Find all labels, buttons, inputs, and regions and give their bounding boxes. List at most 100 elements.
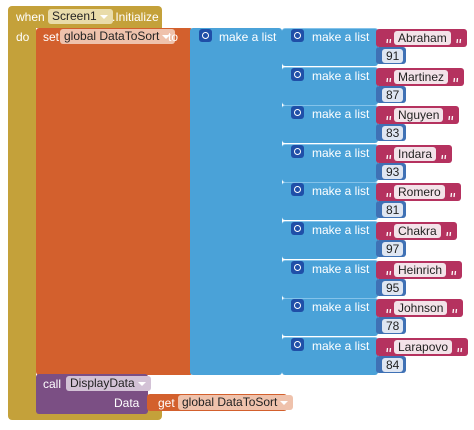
quote-glyph bbox=[386, 231, 392, 237]
text-value[interactable]: Larapovo bbox=[394, 340, 453, 354]
text-value[interactable]: Heinrich bbox=[394, 263, 447, 277]
number-value[interactable]: 95 bbox=[382, 281, 404, 295]
text-block[interactable]: Nguyen bbox=[376, 106, 460, 124]
quote-glyph bbox=[386, 38, 392, 44]
number-value[interactable]: 97 bbox=[382, 242, 404, 256]
quote-mark bbox=[448, 110, 454, 121]
event-name: .Initialize bbox=[112, 10, 159, 24]
quote-mark bbox=[441, 149, 447, 160]
text-value[interactable]: Johnson bbox=[394, 301, 448, 315]
mutator-icon[interactable] bbox=[291, 183, 304, 196]
quote-glyph bbox=[452, 308, 458, 314]
quote-glyph bbox=[441, 154, 447, 160]
to-label: to bbox=[168, 30, 179, 44]
number-value[interactable]: 81 bbox=[382, 203, 404, 217]
quote-mark bbox=[452, 303, 458, 314]
text-block[interactable]: Indara bbox=[376, 145, 453, 163]
event-block-body bbox=[8, 27, 36, 407]
quote-mark bbox=[386, 33, 392, 44]
quote-mark bbox=[446, 226, 452, 237]
number-value[interactable]: 84 bbox=[382, 358, 404, 372]
mutator-icon[interactable] bbox=[291, 261, 304, 274]
text-value[interactable]: Nguyen bbox=[394, 108, 444, 122]
quote-mark bbox=[457, 342, 463, 353]
mutator-icon[interactable] bbox=[291, 68, 304, 81]
quote-glyph bbox=[386, 77, 392, 83]
set-keyword: set bbox=[43, 30, 60, 44]
text-block[interactable]: Chakra bbox=[376, 222, 457, 240]
number-block[interactable]: 95 bbox=[376, 279, 407, 296]
number-value[interactable]: 78 bbox=[382, 319, 404, 333]
quote-glyph bbox=[386, 192, 392, 198]
mutator-icon[interactable] bbox=[291, 338, 304, 351]
number-block[interactable]: 78 bbox=[376, 317, 407, 334]
quote-mark bbox=[386, 265, 392, 276]
quote-glyph bbox=[451, 270, 457, 276]
set-block[interactable] bbox=[36, 28, 193, 375]
number-block[interactable]: 91 bbox=[376, 47, 407, 64]
quote-glyph bbox=[448, 115, 454, 121]
call-keyword: call bbox=[43, 377, 62, 391]
procedure-dropdown[interactable]: DisplayData bbox=[66, 376, 151, 391]
mutator-icon[interactable] bbox=[291, 106, 304, 119]
text-block[interactable]: Martinez bbox=[376, 68, 465, 86]
quote-mark bbox=[386, 149, 392, 160]
number-block[interactable]: 84 bbox=[376, 356, 407, 373]
text-value[interactable]: Abraham bbox=[394, 31, 451, 45]
quote-mark bbox=[450, 187, 456, 198]
do-label: do bbox=[16, 30, 30, 44]
mutator-icon[interactable] bbox=[291, 222, 304, 235]
number-value[interactable]: 91 bbox=[382, 49, 404, 63]
quote-glyph bbox=[453, 77, 459, 83]
number-block[interactable]: 93 bbox=[376, 163, 407, 180]
quote-glyph bbox=[386, 308, 392, 314]
quote-glyph bbox=[386, 115, 392, 121]
quote-glyph bbox=[457, 347, 463, 353]
outer-list-block[interactable] bbox=[190, 28, 282, 375]
component-dropdown[interactable]: Screen1 bbox=[48, 9, 113, 24]
text-value[interactable]: Chakra bbox=[394, 224, 441, 238]
quote-mark bbox=[386, 72, 392, 83]
quote-glyph bbox=[456, 38, 461, 44]
number-value[interactable]: 87 bbox=[382, 88, 404, 102]
list-label: make a list bbox=[312, 69, 370, 83]
quote-glyph bbox=[386, 270, 392, 276]
text-block[interactable]: Heinrich bbox=[376, 261, 463, 279]
text-block[interactable]: Larapovo bbox=[376, 338, 469, 356]
quote-mark bbox=[386, 342, 392, 353]
text-value[interactable]: Romero bbox=[394, 185, 445, 199]
get-variable-dropdown[interactable]: global DataToSort bbox=[178, 395, 294, 410]
number-value[interactable]: 83 bbox=[382, 126, 404, 140]
mutator-icon[interactable] bbox=[291, 299, 304, 312]
get-keyword: get bbox=[158, 396, 175, 410]
number-block[interactable]: 87 bbox=[376, 86, 407, 103]
number-block[interactable]: 81 bbox=[376, 201, 407, 218]
text-block[interactable]: Johnson bbox=[376, 299, 464, 317]
number-value[interactable]: 93 bbox=[382, 165, 404, 179]
mutator-icon[interactable] bbox=[199, 29, 212, 42]
text-value[interactable]: Martinez bbox=[394, 70, 449, 84]
list-label: make a list bbox=[312, 262, 370, 276]
quote-glyph bbox=[450, 192, 455, 198]
mutator-icon[interactable] bbox=[291, 145, 304, 158]
quote-mark bbox=[453, 72, 459, 83]
argument-label: Data bbox=[114, 396, 140, 410]
quote-glyph bbox=[446, 231, 451, 237]
mutator-icon[interactable] bbox=[291, 29, 304, 42]
quote-glyph bbox=[386, 154, 392, 160]
list-label: make a list bbox=[312, 184, 370, 198]
list-label: make a list bbox=[312, 300, 370, 314]
list-label: make a list bbox=[312, 223, 370, 237]
list-label: make a list bbox=[219, 30, 277, 44]
text-block[interactable]: Romero bbox=[376, 183, 461, 201]
number-block[interactable]: 97 bbox=[376, 240, 407, 257]
quote-mark bbox=[386, 187, 392, 198]
quote-mark bbox=[386, 303, 392, 314]
number-block[interactable]: 83 bbox=[376, 124, 407, 141]
text-value[interactable]: Indara bbox=[394, 147, 437, 161]
variable-dropdown[interactable]: global DataToSort bbox=[60, 29, 176, 44]
list-label: make a list bbox=[312, 146, 370, 160]
list-label: make a list bbox=[312, 339, 370, 353]
text-block[interactable]: Abraham bbox=[376, 29, 467, 47]
